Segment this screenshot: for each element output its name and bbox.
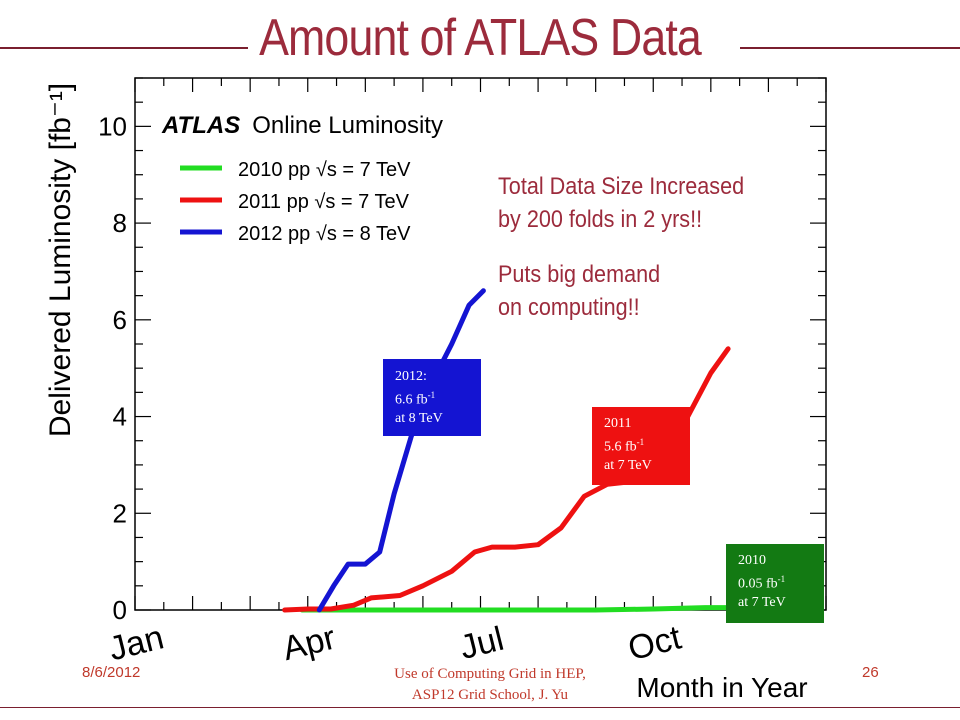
note-line: by 200 folds in 2 yrs!!: [498, 206, 703, 233]
y-tick-label: 10: [98, 111, 127, 141]
footer-line: Use of Computing Grid in HEP,: [394, 666, 586, 682]
callout-year: 2011: [604, 416, 632, 431]
callout-year: 2010: [738, 553, 766, 568]
footer-rule: [0, 707, 960, 708]
callout-energy: at 8 TeV: [395, 410, 443, 426]
callout-2012: 2012: 6.6 fb-1 at 8 TeV: [383, 359, 481, 436]
chart-title-brand: ATLAS: [161, 112, 240, 139]
legend-label: 2010 pp √s = 7 TeV: [238, 159, 411, 181]
x-tick-label: Jan: [105, 618, 167, 668]
title-rule: [0, 47, 248, 49]
chart-title: ATLAS Online Luminosity: [161, 112, 443, 139]
callout-value: 5.6 fb-1: [604, 437, 645, 455]
y-axis-label: Delivered Luminosity [fb⁻¹]: [44, 83, 77, 437]
computing-note: Puts big demand on computing!!: [498, 258, 660, 324]
title-rule: [740, 47, 960, 49]
y-tick-label: 8: [113, 208, 127, 238]
footer-caption: Use of Computing Grid in HEP, ASP12 Grid…: [340, 664, 640, 706]
callout-year: 2012:: [395, 369, 427, 384]
callout-2011: 2011 5.6 fb-1 at 7 TeV: [592, 407, 690, 485]
callout-energy: at 7 TeV: [738, 594, 786, 610]
page-number: 26: [862, 664, 879, 681]
chart-title-rest: Online Luminosity: [252, 112, 443, 139]
callout-energy: at 7 TeV: [604, 457, 652, 473]
legend-label: 2011 pp √s = 7 TeV: [238, 191, 410, 213]
plot-frame: [134, 77, 827, 611]
x-axis-label: Month in Year: [636, 672, 807, 703]
callout-value: 0.05 fb-1: [738, 574, 786, 592]
y-tick-label: 0: [113, 595, 127, 625]
note-line: Total Data Size Increased: [498, 173, 745, 200]
note-line: Puts big demand: [498, 261, 661, 288]
footer-line: ASP12 Grid School, J. Yu: [411, 687, 569, 703]
data-size-note: Total Data Size Increased by 200 folds i…: [498, 170, 744, 236]
x-tick-label: Jul: [456, 620, 507, 667]
legend-label: 2012 pp √s = 8 TeV: [238, 223, 411, 245]
slide-title: Amount of ATLAS Data: [259, 9, 702, 67]
callout-2010: 2010 0.05 fb-1 at 7 TeV: [726, 544, 824, 623]
footer-date: 8/6/2012: [82, 664, 141, 681]
chart-axes: [134, 77, 827, 611]
y-tick-label: 4: [113, 402, 127, 432]
series-line: [316, 288, 486, 613]
y-tick-label: 6: [113, 305, 127, 335]
x-tick-label: Apr: [279, 618, 340, 668]
chart-text: 0 2 4 6 8 10 Jan Apr Jul Oct Month in Year Delivere…: [44, 83, 808, 703]
note-line: on computing!!: [498, 294, 640, 321]
y-tick-label: 2: [113, 498, 127, 528]
series-line: [299, 605, 731, 613]
callout-value: 6.6 fb-1: [395, 390, 436, 408]
x-tick-label: Oct: [624, 618, 685, 668]
